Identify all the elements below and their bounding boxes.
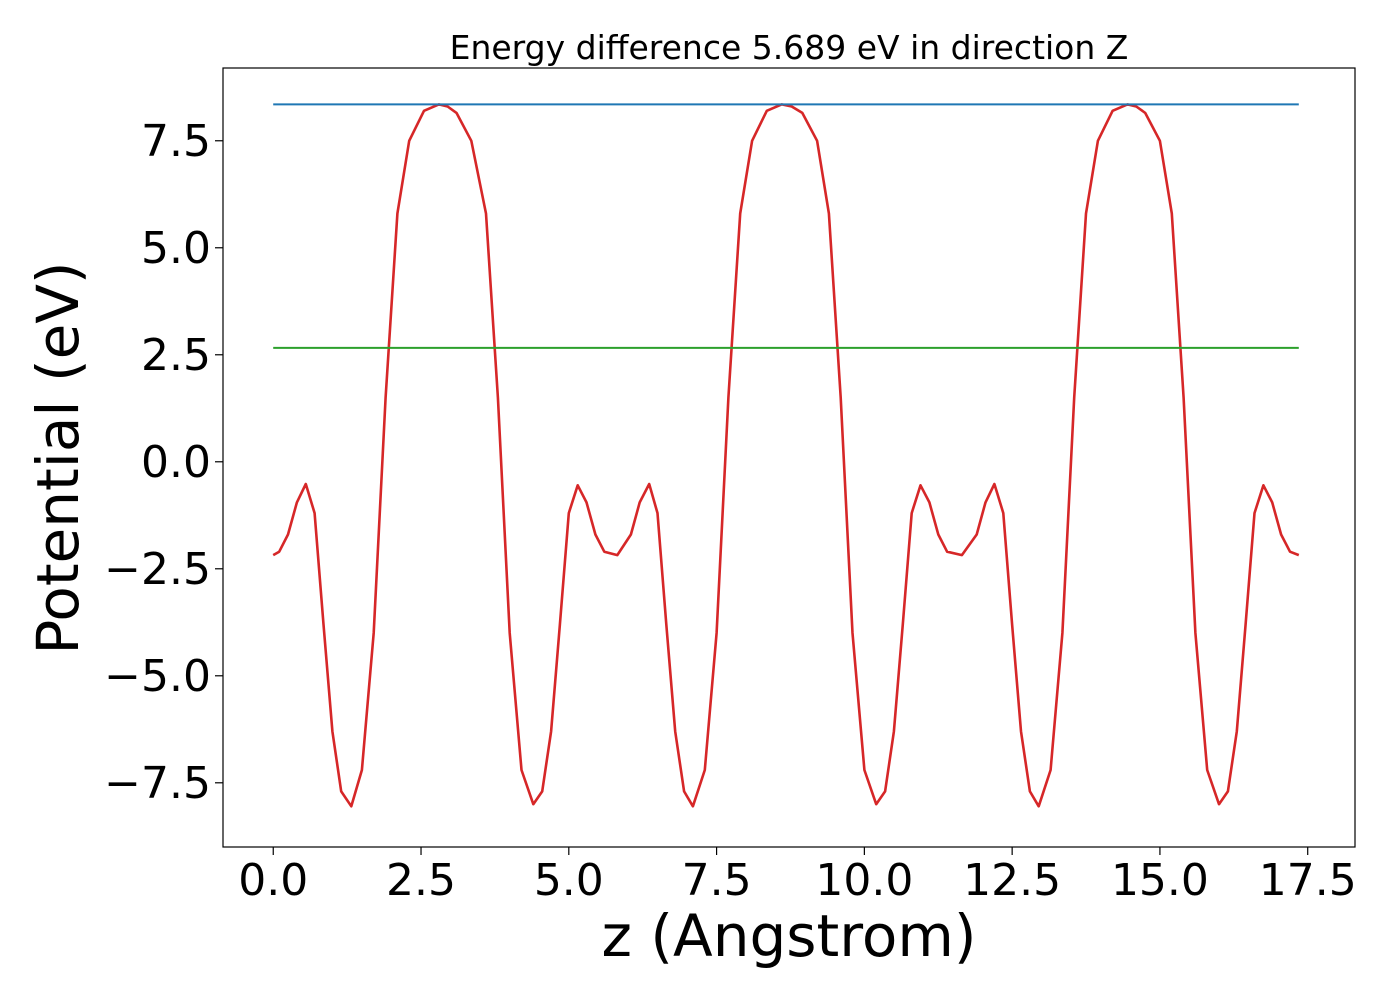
x-tick-label: 15.0 xyxy=(1111,855,1209,906)
x-axis-ticks: 0.0 2.5 5.0 7.5 10.0 12.5 15.0 17.5 xyxy=(238,847,1357,906)
chart-title: Energy difference 5.689 eV in direction … xyxy=(450,28,1129,67)
plot-lines xyxy=(272,103,1300,808)
x-tick-label: 12.5 xyxy=(963,855,1061,906)
x-tick-label: 0.0 xyxy=(238,855,308,906)
x-tick-label: 2.5 xyxy=(386,855,456,906)
y-tick-label: 7.5 xyxy=(141,116,211,167)
y-axis-ticks: −7.5 −5.0 −2.5 0.0 2.5 5.0 7.5 xyxy=(104,116,223,809)
plot-frame xyxy=(222,67,1356,848)
x-tick-label: 5.0 xyxy=(534,855,604,906)
y-tick-label: −2.5 xyxy=(104,544,211,595)
y-tick-label: 2.5 xyxy=(141,330,211,381)
x-tick-label: 10.0 xyxy=(815,855,913,906)
x-tick-label: 7.5 xyxy=(682,855,752,906)
y-tick-label: 0.0 xyxy=(141,437,211,488)
x-axis-label: z (Angstrom) xyxy=(602,902,977,970)
y-tick-label: −7.5 xyxy=(104,758,211,809)
y-tick-label: −5.0 xyxy=(104,651,211,702)
x-tick-label: 17.5 xyxy=(1259,855,1357,906)
y-tick-label: 5.0 xyxy=(141,223,211,274)
y-axis-label: Potential (eV) xyxy=(24,261,92,654)
